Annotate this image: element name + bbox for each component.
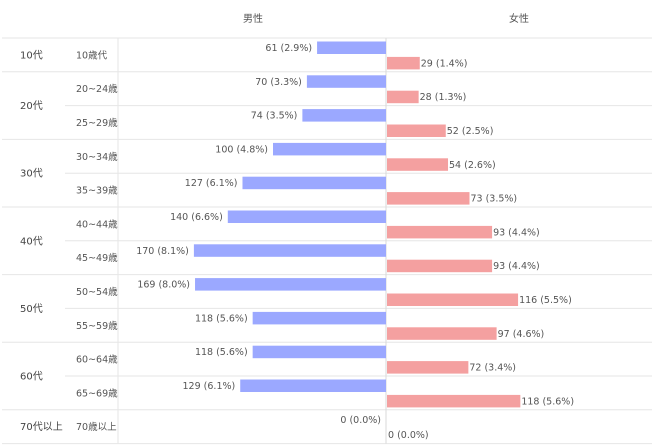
female-value-label: 52 (2.5%) — [447, 126, 494, 137]
value-labels: 61 (2.9%) 29 (1.4%) 70 (3.3%) 28 (1.3%) 74 (… — [136, 43, 574, 441]
male-value-label: 169 (8.0%) — [137, 280, 190, 291]
age-range-label: 50~54歳 — [76, 286, 118, 298]
male-bar — [306, 75, 386, 88]
age-range-label: 65~69歳 — [76, 387, 118, 399]
male-bar — [195, 278, 386, 291]
male-bar — [227, 210, 386, 223]
male-value-label: 100 (4.8%) — [215, 144, 268, 155]
male-bar — [193, 244, 386, 257]
female-bar — [387, 293, 519, 306]
age-range-label: 55~59歳 — [76, 320, 118, 332]
female-bar — [387, 259, 493, 273]
row-labels: 10代 20代 30代 40代 50代 60代 70代以上 10歳代 20~24歳 25~29歳 3… — [20, 49, 118, 433]
male-bar — [240, 379, 386, 392]
male-value-label: 118 (5.6%) — [195, 347, 248, 358]
age-range-label: 45~49歳 — [76, 252, 118, 264]
female-bar — [387, 225, 493, 239]
female-bar — [387, 56, 420, 70]
age-range-label: 35~39歳 — [76, 185, 118, 197]
female-bar — [387, 327, 497, 340]
age-range-label: 30~34歳 — [76, 151, 118, 163]
male-bar — [252, 311, 386, 325]
female-value-label: 72 (3.4%) — [469, 363, 516, 374]
female-bar — [387, 394, 521, 408]
female-bar — [387, 158, 449, 171]
male-value-label: 140 (6.6%) — [170, 212, 223, 223]
bars — [193, 41, 521, 408]
age-range-label: 25~29歳 — [76, 117, 118, 129]
female-value-label: 116 (5.5%) — [519, 295, 572, 306]
male-value-label: 127 (6.1%) — [185, 178, 238, 189]
age-group-label: 40代 — [20, 235, 43, 247]
female-value-label: 118 (5.6%) — [521, 396, 574, 407]
age-range-label: 40~44歳 — [76, 218, 118, 230]
male-bar — [302, 109, 386, 122]
male-value-label: 61 (2.9%) — [265, 43, 312, 54]
male-bar — [317, 41, 386, 54]
female-bar — [387, 192, 470, 205]
female-value-label: 29 (1.4%) — [421, 58, 468, 69]
female-bar — [387, 124, 446, 137]
header-female: 女性 — [509, 12, 529, 25]
female-value-label: 0 (0.0%) — [388, 430, 429, 441]
male-value-label: 129 (6.1%) — [183, 381, 236, 392]
female-value-label: 54 (2.6%) — [449, 160, 496, 171]
age-group-label: 70代以上 — [20, 421, 63, 433]
male-bar — [252, 345, 386, 359]
male-bar — [273, 142, 386, 156]
age-group-label: 20代 — [20, 100, 43, 112]
age-group-label: 50代 — [20, 303, 43, 315]
male-value-label: 118 (5.6%) — [195, 313, 248, 324]
female-value-label: 93 (4.4%) — [493, 261, 540, 272]
male-value-label: 70 (3.3%) — [255, 77, 302, 88]
grid-lines — [2, 37, 652, 445]
female-bar — [387, 361, 469, 374]
header-male: 男性 — [243, 12, 263, 25]
age-range-label: 60~64歳 — [76, 354, 118, 366]
age-group-label: 30代 — [20, 168, 43, 180]
male-value-label: 0 (0.0%) — [340, 415, 381, 426]
age-range-label: 70歳以上 — [76, 421, 117, 433]
female-value-label: 93 (4.4%) — [493, 227, 540, 238]
male-bar — [242, 176, 386, 190]
female-bar — [387, 90, 419, 104]
male-value-label: 170 (8.1%) — [136, 246, 189, 257]
age-range-label: 20~24歳 — [76, 83, 118, 95]
female-value-label: 97 (4.6%) — [498, 329, 545, 340]
age-range-label: 10歳代 — [76, 49, 108, 61]
age-group-label: 60代 — [20, 371, 43, 383]
male-value-label: 74 (3.5%) — [251, 111, 298, 122]
age-group-label: 10代 — [20, 49, 43, 61]
female-value-label: 73 (3.5%) — [470, 194, 517, 205]
female-value-label: 28 (1.3%) — [420, 92, 467, 103]
